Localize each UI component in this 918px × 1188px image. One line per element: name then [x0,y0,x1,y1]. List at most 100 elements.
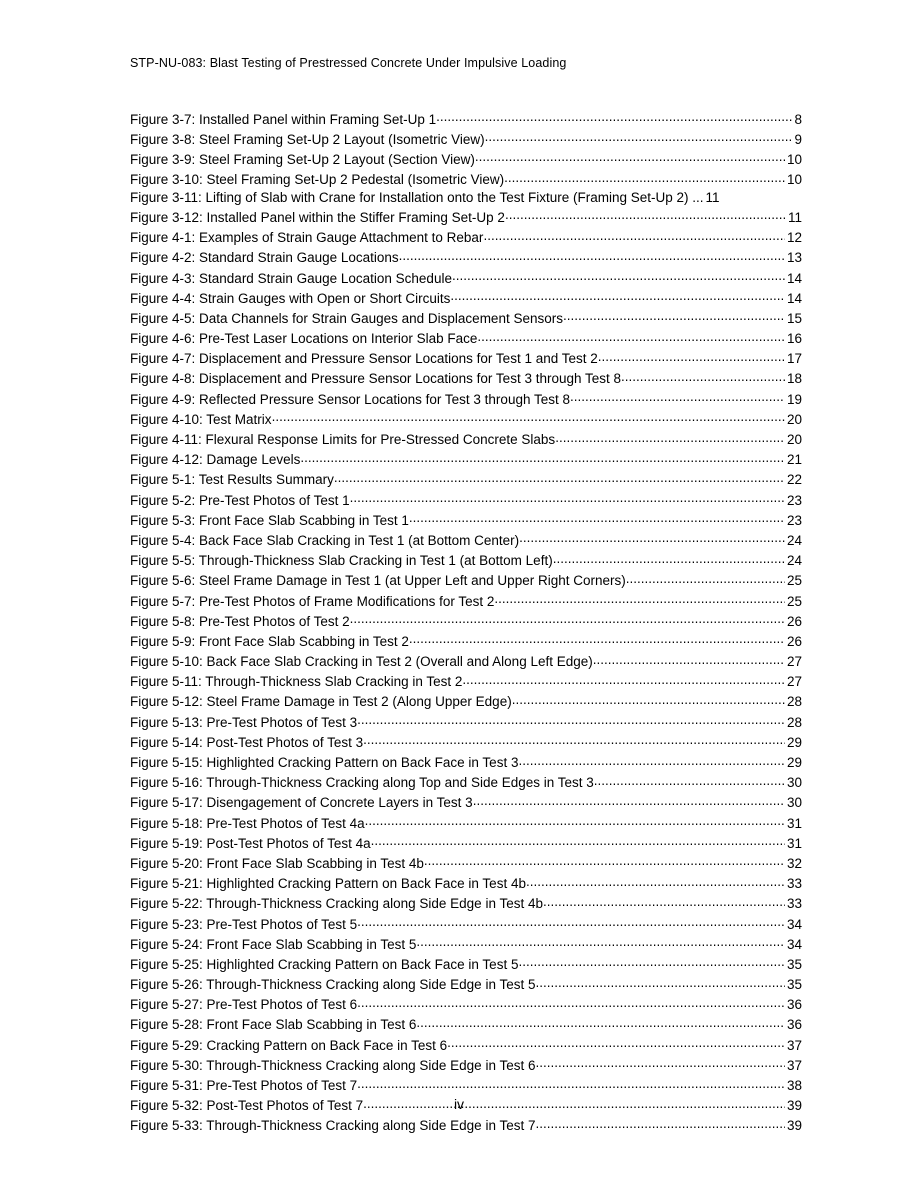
toc-entry-label: Figure 5-21: Highlighted Cracking Patter… [130,877,526,891]
toc-entry-label: Figure 5-23: Pre-Test Photos of Test 5 [130,918,357,932]
toc-entry-page: 28 [785,716,802,730]
toc-entry: Figure 5-22: Through-Thickness Cracking … [130,895,802,911]
toc-entry-page: 29 [785,736,802,750]
toc-entry-label: Figure 4-11: Flexural Response Limits fo… [130,433,555,447]
toc-entry-page: 36 [785,998,802,1012]
toc-leader-dots [399,249,785,263]
toc-entry: Figure 5-10: Back Face Slab Cracking in … [130,653,802,669]
toc-leader-dots [512,693,785,707]
toc-leader-dots [535,976,784,990]
toc-entry-page: 22 [785,473,802,487]
toc-entry: Figure 5-2: Pre-Test Photos of Test 123 [130,491,802,507]
toc-entry-label: Figure 4-10: Test Matrix [130,413,272,427]
toc-entry-page: 27 [785,655,802,669]
toc-entry-page: 14 [785,292,802,306]
toc-entry: Figure 3-8: Steel Framing Set-Up 2 Layou… [130,130,802,146]
toc-entry-page: 35 [785,978,802,992]
toc-entry-page: 23 [785,514,802,528]
toc-entry-label: Figure 4-7: Displacement and Pressure Se… [130,352,598,366]
toc-entry: Figure 5-12: Steel Frame Damage in Test … [130,693,802,709]
toc-entry: Figure 5-4: Back Face Slab Cracking in T… [130,531,802,547]
toc-entry: Figure 5-16: Through-Thickness Cracking … [130,774,802,790]
toc-entry: Figure 4-8: Displacement and Pressure Se… [130,370,802,386]
toc-entry: Figure 3-12: Installed Panel within the … [130,208,802,224]
toc-entry-label: Figure 3-10: Steel Framing Set-Up 2 Pede… [130,173,504,187]
toc-entry-page: 20 [785,433,802,447]
toc-entry-label: Figure 5-20: Front Face Slab Scabbing in… [130,857,424,871]
toc-entry: Figure 5-24: Front Face Slab Scabbing in… [130,935,802,951]
toc-entry-label: Figure 5-14: Post-Test Photos of Test 3 [130,736,363,750]
toc-entry-label: Figure 5-31: Pre-Test Photos of Test 7 [130,1079,357,1093]
toc-entry: Figure 5-33: Through-Thickness Cracking … [130,1117,802,1133]
toc-leader-dots [436,110,792,124]
toc-leader-dots [519,531,785,545]
toc-entry-page: 30 [785,796,802,810]
toc-leader-dots [535,1117,784,1131]
toc-entry: Figure 5-21: Highlighted Cracking Patter… [130,875,802,891]
toc-entry: Figure 5-8: Pre-Test Photos of Test 226 [130,612,802,628]
toc-entry: Figure 5-13: Pre-Test Photos of Test 3 28 [130,713,802,729]
toc-entry: Figure 5-30: Through-Thickness Cracking … [130,1056,802,1072]
toc-entry-label: Figure 5-9: Front Face Slab Scabbing in … [130,635,409,649]
toc-entry: Figure 5-6: Steel Frame Damage in Test 1… [130,572,802,588]
toc-leader-dots [570,390,785,404]
toc-entry-page: 34 [785,938,802,952]
toc-entry-page: 8 [792,113,802,127]
toc-leader-dots [409,511,785,525]
toc-entry: Figure 5-23: Pre-Test Photos of Test 5 34 [130,915,802,931]
page-number: iv [0,1096,918,1112]
toc-entry-page: 34 [785,918,802,932]
toc-entry-page: 31 [785,817,802,831]
toc-entry-page: 38 [785,1079,802,1093]
toc-entry: Figure 5-3: Front Face Slab Scabbing in … [130,511,802,527]
toc-entry-page: 9 [792,133,802,147]
toc-leader-dots [598,350,785,364]
toc-entry: Figure 5-26: Through-Thickness Cracking … [130,976,802,992]
toc-leader-dots [535,1056,784,1070]
toc-leader-dots [475,150,785,164]
toc-entry-page: 37 [785,1059,802,1073]
toc-entry: Figure 4-9: Reflected Pressure Sensor Lo… [130,390,802,406]
toc-entry-label: Figure 5-27: Pre-Test Photos of Test 6 [130,998,357,1012]
toc-entry-label: Figure 4-4: Strain Gauges with Open or S… [130,292,450,306]
toc-entry-label: Figure 5-12: Steel Frame Damage in Test … [130,695,512,709]
toc-leader-dots [483,229,785,243]
toc-entry-page: 31 [785,837,802,851]
toc-entry-page: 33 [785,897,802,911]
toc-entry-label: Figure 5-8: Pre-Test Photos of Test 2 [130,615,350,629]
toc-entry-label: Figure 5-5: Through-Thickness Slab Crack… [130,554,553,568]
toc-entry-label: Figure 3-12: Installed Panel within the … [130,211,505,225]
toc-leader-dots [477,330,785,344]
toc-leader-dots [505,208,786,222]
toc-entry-label: Figure 5-15: Highlighted Cracking Patter… [130,756,518,770]
toc-entry: Figure 5-31: Pre-Test Photos of Test 7 38 [130,1077,802,1093]
toc-leader-dots [555,431,785,445]
toc-entry: Figure 3-7: Installed Panel within Frami… [130,110,802,126]
toc-entry-label: Figure 5-28: Front Face Slab Scabbing in… [130,1018,416,1032]
toc-leader-dots [409,632,785,646]
toc-entry-label: Figure 4-1: Examples of Strain Gauge Att… [130,231,483,245]
toc-entry-page: 12 [785,231,802,245]
toc-leader-dots [563,309,785,323]
toc-entry: Figure 4-5: Data Channels for Strain Gau… [130,309,802,325]
toc-entry-label: Figure 5-16: Through-Thickness Cracking … [130,776,594,790]
toc-leader-dots [485,130,793,144]
toc-entry-page: 30 [785,776,802,790]
toc-entry-page: 11 [786,211,802,225]
toc-leader-dots [553,552,785,566]
toc-entry-label: Figure 4-3: Standard Strain Gauge Locati… [130,272,452,286]
toc-leader-dots [621,370,785,384]
toc-entry-label: Figure 5-13: Pre-Test Photos of Test 3 [130,716,357,730]
toc-entry: Figure 4-7: Displacement and Pressure Se… [130,350,802,366]
toc-entry-page: 33 [785,877,802,891]
toc-entry: Figure 4-6: Pre-Test Laser Locations on … [130,330,802,346]
toc-leader-dots [350,612,785,626]
toc-entry: Figure 3-10: Steel Framing Set-Up 2 Pede… [130,171,802,187]
toc-entry-label: Figure 5-2: Pre-Test Photos of Test 1 [130,494,350,508]
toc-leader-dots [504,171,785,185]
toc-entry-label: Figure 4-5: Data Channels for Strain Gau… [130,312,563,326]
toc-entry-label: Figure 5-30: Through-Thickness Cracking … [130,1059,535,1073]
toc-leader-dots [350,491,785,505]
toc-entry-label: Figure 5-6: Steel Frame Damage in Test 1… [130,574,626,588]
toc-entry: Figure 5-14: Post-Test Photos of Test 3 2… [130,733,802,749]
